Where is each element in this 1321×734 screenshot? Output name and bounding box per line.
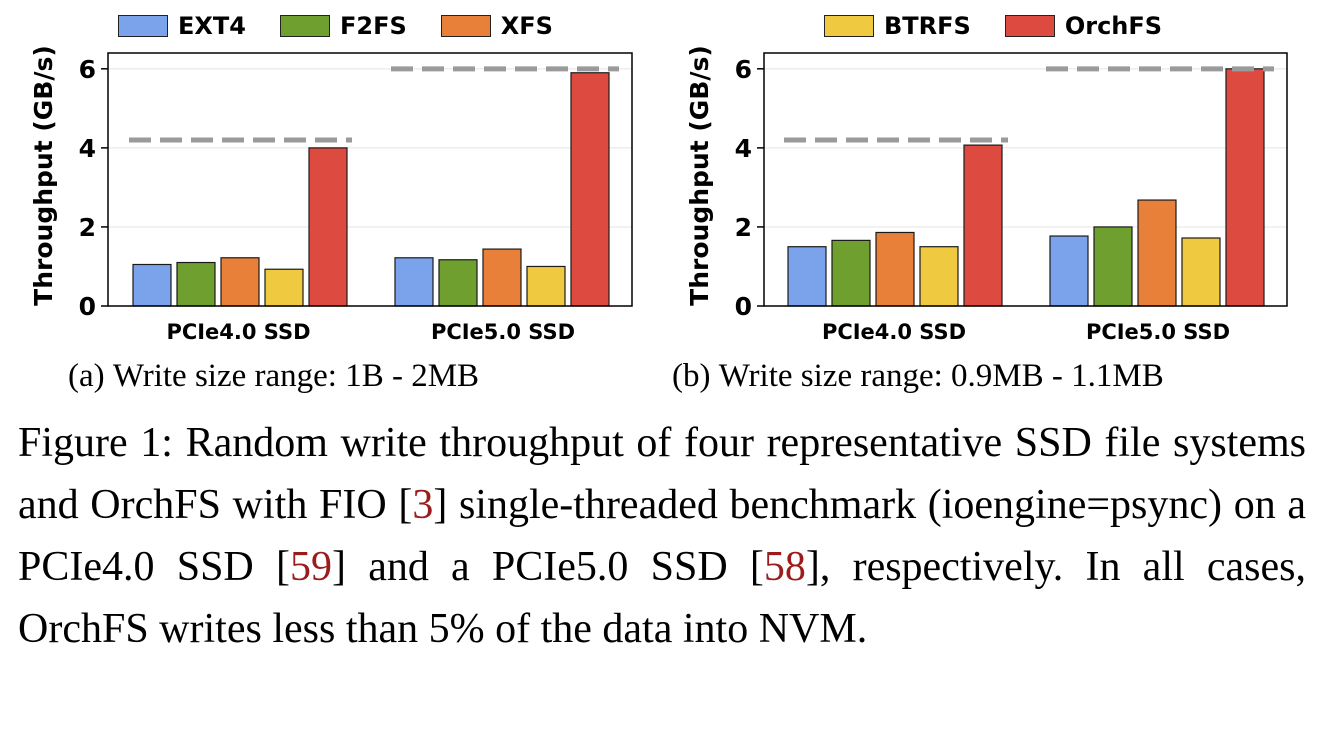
legend-item-xfs: XFS bbox=[440, 12, 553, 40]
bar-a-xfs-0 bbox=[220, 257, 260, 307]
plot-frame-a bbox=[107, 52, 633, 307]
subcaption-a-text: Write size range: 1B - 2MB bbox=[112, 358, 480, 394]
citation-link-3[interactable]: 3 bbox=[412, 482, 434, 528]
legend-swatch-ext4 bbox=[118, 15, 168, 37]
legend-label-btrfs: BTRFS bbox=[884, 12, 971, 40]
bar-a-btrfs-0 bbox=[264, 268, 304, 307]
bar-b-btrfs-1 bbox=[1181, 237, 1221, 307]
bar-a-btrfs-1 bbox=[526, 265, 566, 307]
subcaption-b-text: Write size range: 0.9MB - 1.1MB bbox=[718, 358, 1164, 394]
legend-swatch-xfs bbox=[440, 15, 491, 37]
y-tick-label-a-2: 4 bbox=[79, 134, 96, 163]
plot-frame-b bbox=[763, 52, 1288, 307]
bar-b-ext4-0 bbox=[787, 246, 827, 307]
bar-b-f2fs-0 bbox=[831, 239, 871, 307]
bar-b-orchfs-0 bbox=[963, 144, 1003, 307]
legend-item-orchfs: OrchFS bbox=[1004, 12, 1163, 40]
figure-caption: Figure 1: Random write throughput of fou… bbox=[18, 412, 1306, 660]
legend-label-ext4: EXT4 bbox=[178, 12, 246, 40]
subcaption-a-tag: (a) bbox=[68, 358, 105, 394]
figure-canvas: 0 2 4 6 PCIe4.0 SSD PCIe5.0 SSD Throughput (GB… bbox=[29, 45, 1288, 344]
bar-a-ext4-1 bbox=[394, 257, 434, 307]
legend-left: EXT4 F2FS XFS bbox=[118, 12, 553, 40]
legend-label-xfs: XFS bbox=[500, 12, 553, 40]
legend-right: BTRFS OrchFS bbox=[824, 12, 1162, 40]
x-tick-label-a-0: PCIe4.0 SSD bbox=[166, 320, 310, 344]
y-tick-label-b-2: 4 bbox=[735, 134, 752, 163]
y-tick-label-a-0: 0 bbox=[79, 292, 96, 321]
bar-b-btrfs-0 bbox=[919, 246, 959, 307]
legend-item-f2fs: F2FS bbox=[279, 12, 407, 40]
y-tick-label-a-3: 6 bbox=[79, 55, 96, 84]
citation-link-59[interactable]: 59 bbox=[289, 544, 332, 590]
y-tick-label-a-1: 2 bbox=[79, 213, 96, 242]
x-tick-label-a-1: PCIe5.0 SSD bbox=[431, 320, 575, 344]
caption-text-1: Figure 1: Random write throughput of fou… bbox=[18, 420, 1306, 528]
y-tick-label-b-3: 6 bbox=[735, 55, 752, 84]
chart-panel-a: 0 2 4 6 PCIe4.0 SSD PCIe5.0 SSD Throughput (GB… bbox=[29, 45, 633, 344]
y-tick-label-b-1: 2 bbox=[735, 213, 752, 242]
legend-label-orchfs: OrchFS bbox=[1064, 12, 1163, 40]
bar-a-xfs-1 bbox=[482, 248, 522, 307]
legend-swatch-orchfs bbox=[1004, 15, 1055, 37]
subcaption-b: (b) Write size range: 0.9MB - 1.1MB bbox=[672, 358, 1164, 395]
y-axis-label-b: Throughput (GB/s) bbox=[685, 45, 714, 306]
bar-a-ext4-0 bbox=[132, 263, 172, 307]
chart-panel-b: 0 2 4 6 PCIe4.0 SSD PCIe5.0 SSD Throughput (GB… bbox=[685, 45, 1288, 344]
x-tick-label-b-1: PCIe5.0 SSD bbox=[1086, 320, 1230, 344]
caption-text-3: ] and a PCIe5.0 SSD [ bbox=[331, 544, 764, 590]
caption-text-4: ], respectively. In all cases, OrchFS wr… bbox=[18, 544, 1306, 652]
subcaption-a: (a) Write size range: 1B - 2MB bbox=[68, 358, 479, 395]
bar-b-ext4-1 bbox=[1049, 235, 1089, 307]
legend-swatch-btrfs bbox=[824, 15, 874, 37]
bar-a-orchfs-1 bbox=[570, 72, 610, 307]
legend-swatch-f2fs bbox=[279, 15, 330, 37]
legend-label-f2fs: F2FS bbox=[339, 12, 407, 40]
bar-a-orchfs-0 bbox=[308, 147, 348, 307]
bar-a-f2fs-1 bbox=[438, 259, 478, 307]
subcaption-b-tag: (b) bbox=[672, 358, 711, 394]
caption-text-2: ] single-threaded benchmark (ioengine=ps… bbox=[18, 482, 1306, 590]
bar-b-orchfs-1 bbox=[1225, 68, 1265, 307]
bar-a-f2fs-0 bbox=[176, 261, 216, 307]
y-axis-label-a: Throughput (GB/s) bbox=[29, 45, 58, 306]
legend-item-ext4: EXT4 bbox=[118, 12, 246, 40]
x-tick-label-b-0: PCIe4.0 SSD bbox=[822, 320, 966, 344]
citation-link-58[interactable]: 58 bbox=[763, 544, 806, 590]
y-tick-label-b-0: 0 bbox=[735, 292, 752, 321]
bar-b-f2fs-1 bbox=[1093, 226, 1133, 307]
bar-b-xfs-1 bbox=[1137, 199, 1177, 307]
bar-b-xfs-0 bbox=[875, 231, 915, 307]
legend-item-btrfs: BTRFS bbox=[824, 12, 971, 40]
